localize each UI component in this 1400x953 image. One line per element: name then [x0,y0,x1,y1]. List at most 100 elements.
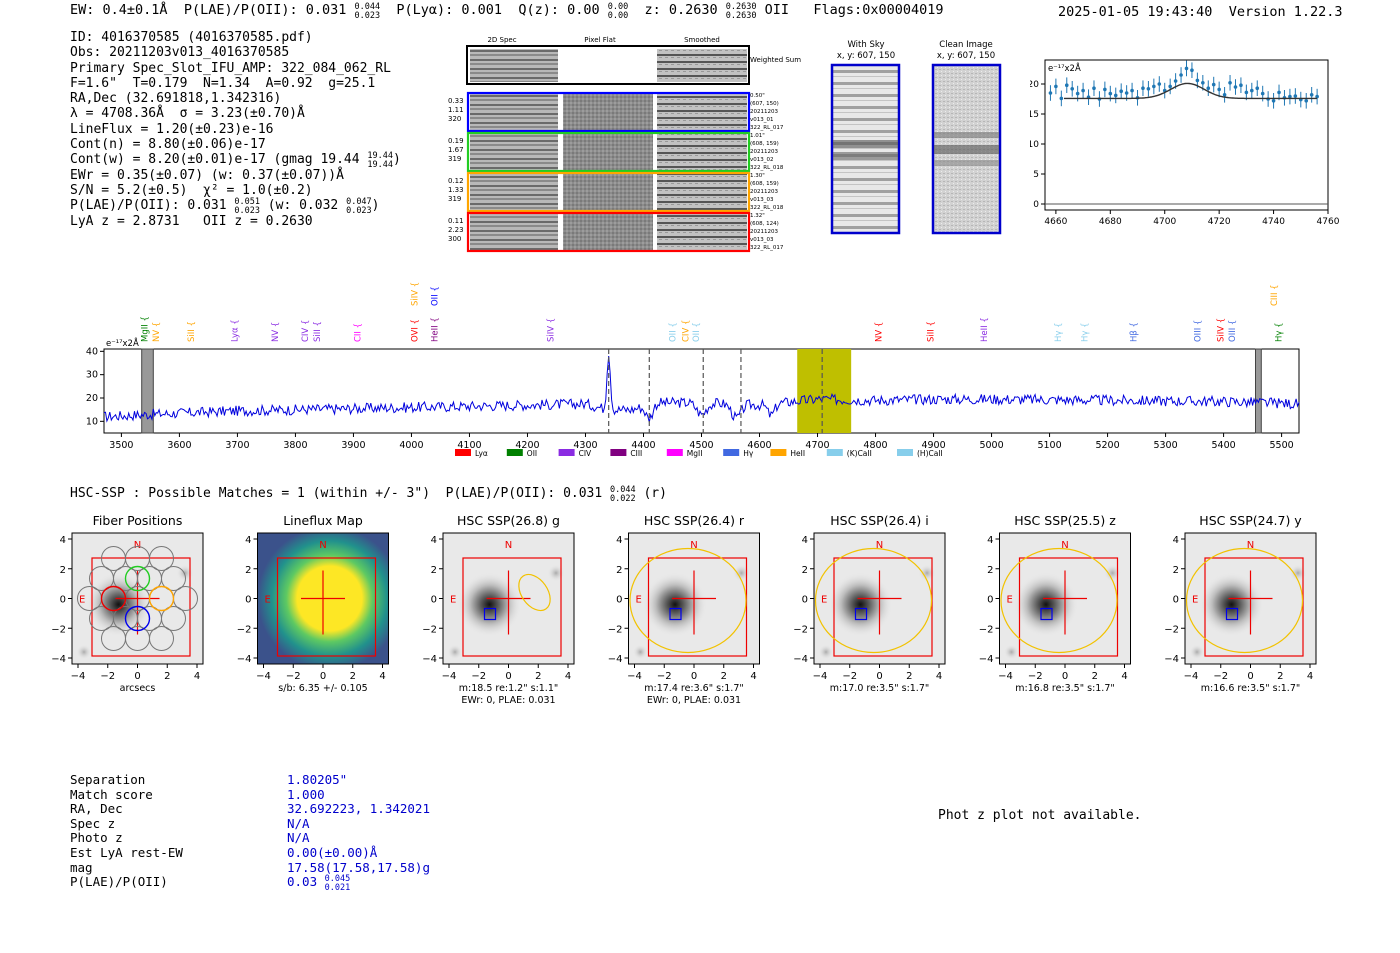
spec-xtick-label: 3800 [283,440,307,451]
zoom-ytick-label: 5 [1033,170,1039,180]
panel-title: HSC SSP(24.7) y [1199,513,1302,528]
cutout-right-label: 20211203 [750,189,778,195]
match-value: N/A [287,815,310,831]
spectrum-legend: Lyα OII CIV CIII MgII Hγ HeII (K)CaII (H)CaII [455,449,943,458]
plae-hi: 0.044 [354,2,381,12]
panel-xtick-label: 0 [320,671,326,682]
panel-ytick-label: −2 [1164,624,1179,635]
panel-caption: m:16.6 re:3.5" s:1.7" [1201,683,1301,694]
line-marker: SiIV { [1217,318,1227,342]
match-value: 0.03 0.045 0.021 [287,874,350,893]
spec-xtick-label: 5500 [1270,440,1294,451]
legend-label: Hγ [743,449,754,458]
east-label: E [1192,595,1198,606]
legend-label: MgII [687,449,703,458]
panel-ytick-label: −2 [237,624,252,635]
panel-ytick-label: 2 [245,565,251,576]
zoom-point [1293,94,1298,98]
legend-label: Lyα [475,449,488,458]
panel-caption: EWr: 0, PLAE: 0.031 [461,695,555,706]
cutout-2d-spec [470,174,558,210]
zoom-point [1168,84,1172,89]
zoom-point [1081,88,1085,93]
spec-xtick-label: 4900 [921,440,945,451]
spectrum-line [103,355,1300,423]
sky-band [833,152,898,160]
panel-ytick-label: 2 [987,565,993,576]
cutout-right-label: 322_RL_017 [750,125,784,131]
panel-xtick-label: −4 [627,671,642,682]
cutout-smoothed [657,134,747,170]
faint-source [447,644,463,660]
timestamp-date: 2025-01-05 19:43:40 [1058,4,1213,20]
spec-xtick-label: 4800 [863,440,887,451]
cutout-right-label: 20211203 [750,149,778,155]
clean-band [934,160,999,166]
panel-ytick-label: 0 [431,595,437,606]
info-id: ID: 4016370585 (4016370585.pdf) [70,30,313,45]
zoom-point [1048,91,1053,95]
cutout-right-label: v013_01 [750,117,774,123]
zoom-point [1239,83,1243,87]
match-box [669,607,682,621]
panel-xtick-label: −2 [1028,671,1043,682]
cutout-left-label: 2.23 [448,226,464,234]
panel-xtick-label: 2 [1092,671,1098,682]
hsc-header-text: HSC-SSP : Possible Matches = 1 (within +… [70,486,603,501]
east-label: E [821,595,827,606]
legend-swatch [455,449,471,456]
panel-xtick-label: −2 [1213,671,1228,682]
match-value: 1.000 [287,786,325,802]
zoom-point [1184,66,1189,71]
cutout-right-label: 322_RL_018 [750,205,784,211]
panel-ytick-label: 0 [60,595,66,606]
cutout-pixel-flat [563,214,653,250]
panel-ytick-label: 4 [245,535,251,546]
zoom-point [1059,96,1064,101]
cutout-2d-spec [470,134,558,170]
zoom-point [1233,85,1238,89]
zoom-point [1304,99,1309,103]
panel-ytick-label: 0 [616,595,622,606]
panel-title: HSC SSP(26.4) r [644,513,745,528]
legend-label: (H)CaII [917,449,943,458]
spectrum-axes: 3500 3600 3700 3800 3900 4000 4100 4200 4300 4400… [86,346,1294,451]
panel-ytick-label: −4 [51,654,66,665]
cutout-2d-spec [470,214,558,250]
zoom-point [1103,87,1107,92]
panel-ytick-label: −2 [979,624,994,635]
clean-coords: x, y: 607, 150 [937,51,995,61]
faint-source [1003,644,1020,660]
plae-w-hi: 0.047 [346,197,372,208]
line-marker: CII { [353,323,363,342]
line-marker: CIII { [1270,284,1280,306]
panel-ytick-label: 4 [987,535,993,546]
panel-title: HSC SSP(26.4) i [830,513,928,528]
faint-source [818,644,834,660]
plae-text: P(LAE)/P(OII): 0.031 [70,198,227,214]
photz-message: Phot z plot not available. [938,808,1142,823]
fiber-highlight [100,585,127,612]
spec-ytick-label: 20 [86,393,98,404]
cutout-left-label: 1.33 [448,186,464,194]
aperture-ellipse [1000,547,1118,654]
zoom-point [1064,83,1069,87]
panel-ytick-label: 4 [1173,535,1179,546]
plae-value: P(LAE)/P(OII): 0.031 [183,2,347,18]
panel-xtick-label: 0 [1247,671,1253,682]
legend-swatch [610,449,627,456]
panel-ytick-label: 4 [616,535,622,546]
panel-xtick-label: 2 [721,671,727,682]
line-marker: OVI { [410,319,420,342]
cutout-left-label: 319 [448,195,461,203]
panel-flux: Lineflux Map N E −4 4 −2 2 0 0 2 −2 4 −4 s/b: 6.35 +/… [237,513,389,694]
galaxy-blob [1014,572,1078,637]
fiber-highlight [148,585,175,612]
hsc-hi: 0.044 [610,485,636,495]
spec-xtick-label: 4700 [805,440,829,451]
panel-xtick-label: −2 [842,671,857,682]
